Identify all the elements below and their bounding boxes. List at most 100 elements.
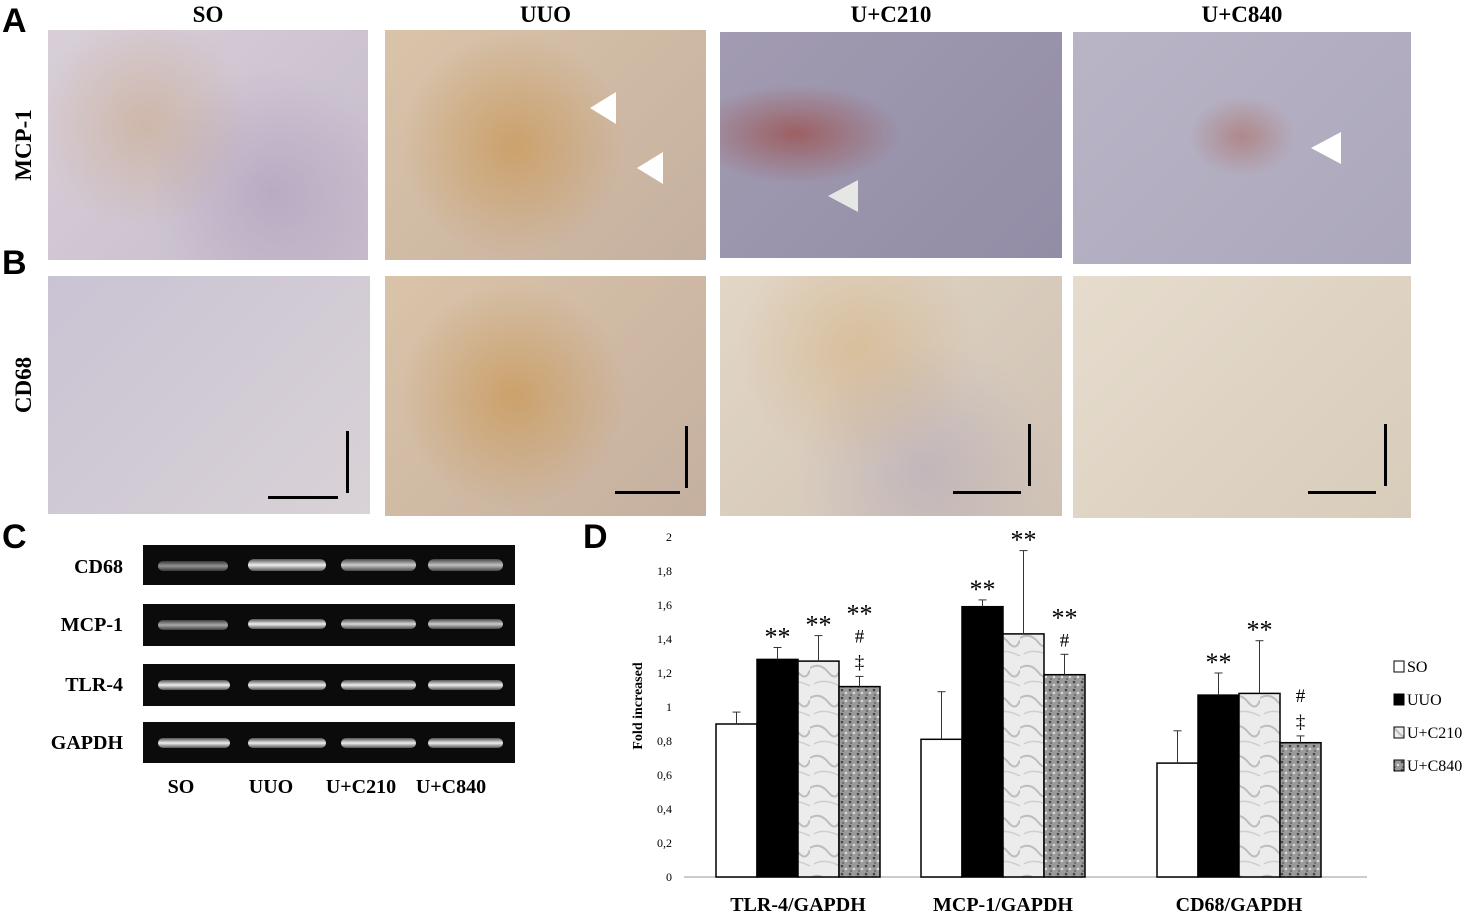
micrograph-mcp1-uc210	[720, 32, 1062, 258]
micrograph-mcp1-uc840	[1073, 32, 1411, 264]
gel-label-gapdh: GAPDH	[50, 732, 123, 754]
gel-band	[248, 559, 326, 571]
gel-strip-tlr4	[143, 664, 515, 706]
gel-band	[428, 619, 503, 629]
bar-uc840	[1279, 741, 1322, 878]
panel-letter-d: D	[583, 518, 608, 556]
significance-mark: **	[1052, 603, 1078, 632]
scale-bar	[346, 431, 349, 493]
gel-band	[428, 680, 503, 690]
panel-letter-b: B	[2, 244, 27, 282]
y-tick-label: 1,2	[657, 666, 672, 680]
micrograph-cd68-uuo	[385, 276, 706, 516]
lane-label-uuo: UUO	[248, 776, 294, 798]
scale-bar	[615, 491, 680, 494]
panel-letter-c: C	[2, 518, 27, 556]
panel-letter-a: A	[2, 2, 27, 40]
gel-band	[158, 738, 230, 748]
arrow-icon	[1311, 132, 1341, 164]
significance-mark: **	[970, 575, 996, 604]
arrow-icon	[828, 180, 858, 212]
gel-label-mcp1: MCP-1	[60, 614, 123, 636]
y-tick-label: 0,6	[657, 768, 672, 782]
gel-band	[341, 619, 416, 629]
y-tick-label: 2	[666, 530, 672, 544]
significance-mark: #	[855, 626, 865, 647]
arrow-icon	[637, 152, 663, 184]
legend-label: UUO	[1407, 692, 1442, 709]
lane-label-uc210: U+C210	[325, 776, 397, 798]
bar-uc840	[1043, 673, 1086, 878]
category-label: MCP-1/GAPDH	[933, 894, 1073, 916]
gel-strip-cd68	[143, 545, 515, 585]
scale-bar	[1028, 424, 1031, 486]
scale-bar	[685, 426, 688, 488]
gel-label-cd68: CD68	[74, 556, 123, 578]
gel-band	[428, 738, 503, 748]
gel-band	[248, 680, 326, 690]
significance-mark: **	[765, 623, 791, 652]
lane-label-so: SO	[167, 776, 195, 798]
legend-swatch	[1393, 759, 1405, 772]
y-tick-label: 0,4	[657, 802, 672, 816]
significance-mark: ‡	[855, 652, 865, 673]
scale-bar	[268, 496, 338, 499]
bar-so	[1156, 762, 1199, 878]
gel-band	[428, 559, 503, 571]
bar-uc210	[797, 660, 840, 878]
y-tick-label: 1,6	[657, 598, 672, 612]
legend-swatch	[1393, 693, 1405, 706]
arrow-icon	[590, 92, 616, 124]
column-header-so: SO	[192, 2, 224, 27]
bar-uc840	[838, 685, 881, 878]
significance-mark: **	[847, 599, 873, 628]
scale-bar	[1384, 424, 1387, 486]
gel-band	[341, 680, 416, 690]
significance-mark: ‡	[1296, 712, 1306, 733]
bar-uuo	[756, 658, 799, 878]
micrograph-cd68-uc210	[720, 276, 1062, 516]
y-tick-label: 1,8	[657, 564, 672, 578]
legend-label: U+C210	[1407, 725, 1462, 742]
significance-mark: #	[1060, 630, 1070, 651]
bar-so	[920, 738, 963, 878]
gel-band	[248, 738, 326, 748]
gel-band	[341, 559, 416, 571]
significance-mark: #	[1296, 686, 1306, 707]
legend-label: U+C840	[1407, 758, 1462, 775]
gel-band	[158, 561, 228, 571]
column-header-uc840: U+C840	[1201, 2, 1283, 27]
gel-strip-gapdh	[143, 722, 515, 763]
micrograph-mcp1-so	[48, 30, 368, 260]
legend-swatch	[1393, 726, 1405, 739]
legend-label: SO	[1407, 659, 1427, 676]
scale-bar	[953, 491, 1021, 494]
category-label: TLR-4/GAPDH	[730, 894, 866, 916]
significance-mark: **	[1247, 616, 1273, 645]
y-tick-label: 0	[666, 870, 672, 884]
y-tick-label: 1	[666, 700, 672, 714]
bar-uc210	[1238, 692, 1281, 878]
significance-mark: **	[1206, 648, 1232, 677]
gel-band	[341, 738, 416, 748]
y-tick-label: 0,8	[657, 734, 672, 748]
scale-bar	[1308, 491, 1376, 494]
bar-uuo	[1197, 694, 1240, 878]
significance-mark: **	[806, 611, 832, 640]
micrograph-mcp1-uuo	[385, 30, 706, 260]
lane-label-uc840: U+C840	[415, 776, 487, 798]
bar-uuo	[961, 605, 1004, 878]
gel-strip-mcp1	[143, 604, 515, 646]
column-header-uuo: UUO	[519, 2, 572, 27]
y-tick-label: 0,2	[657, 836, 672, 850]
gel-band	[158, 680, 230, 690]
bar-so	[715, 723, 758, 878]
gel-label-tlr4: TLR-4	[65, 674, 123, 696]
micrograph-cd68-so	[48, 276, 370, 514]
micrograph-cd68-uc840	[1073, 276, 1411, 518]
column-header-uc210: U+C210	[850, 2, 932, 27]
y-tick-label: 1,4	[657, 632, 672, 646]
y-axis-label: Fold increased	[631, 662, 646, 749]
gel-band	[248, 619, 326, 629]
